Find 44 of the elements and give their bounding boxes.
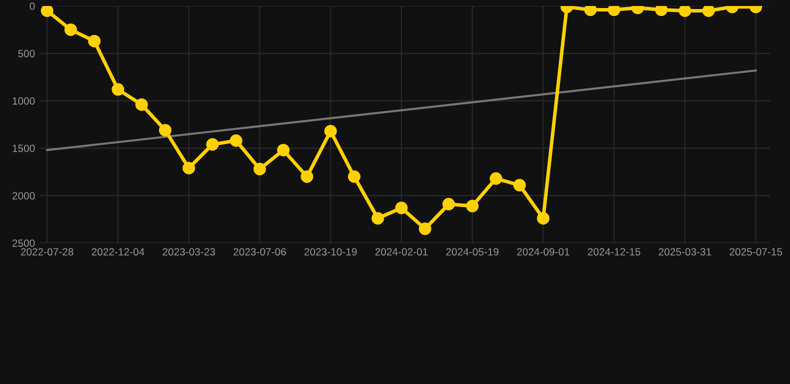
point	[655, 6, 668, 16]
point	[88, 34, 101, 48]
point	[608, 6, 620, 16]
y-tick-label: 0	[30, 2, 35, 10]
x-tick-label: 2022-12-04	[92, 248, 144, 256]
point	[702, 6, 715, 17]
x-tick-label: 2025-03-31	[658, 248, 712, 256]
point	[182, 162, 196, 174]
y-tick-label: 1000	[12, 97, 35, 105]
point	[536, 212, 550, 225]
point	[466, 200, 479, 212]
y-tick-label: 2500	[12, 240, 35, 247]
x-tick-label: 2024-02-01	[375, 248, 428, 256]
point	[348, 170, 360, 183]
y-tick-label: 500	[18, 50, 35, 58]
point	[40, 6, 54, 17]
point	[513, 178, 526, 192]
x-tick-label: 2023-10-19	[304, 248, 357, 256]
point	[372, 212, 384, 225]
point	[64, 23, 77, 36]
point	[206, 138, 219, 151]
point	[442, 198, 455, 210]
point	[490, 172, 502, 185]
point	[253, 162, 266, 176]
x-tick-label: 2024-05-19	[446, 248, 498, 256]
point	[135, 98, 148, 111]
point	[324, 124, 337, 138]
point	[112, 83, 124, 96]
point	[395, 202, 408, 214]
x-tick-label: 2025-07-15	[730, 248, 782, 256]
y-tick-label: 2000	[12, 192, 35, 200]
point	[300, 170, 314, 183]
x-tick-label: 2022-07-28	[20, 248, 74, 256]
point	[418, 222, 432, 236]
x-tick-label: 2024-12-15	[588, 248, 640, 256]
point	[277, 144, 290, 156]
x-tick-label: 2023-07-06	[234, 248, 286, 256]
point	[230, 134, 242, 147]
point	[584, 6, 597, 16]
x-tick-label: 2023-03-23	[162, 248, 216, 256]
point	[678, 6, 692, 17]
point	[158, 124, 172, 136]
x-tick-label: 2024-09-01	[517, 248, 570, 256]
y-tick-label: 1500	[12, 144, 35, 152]
